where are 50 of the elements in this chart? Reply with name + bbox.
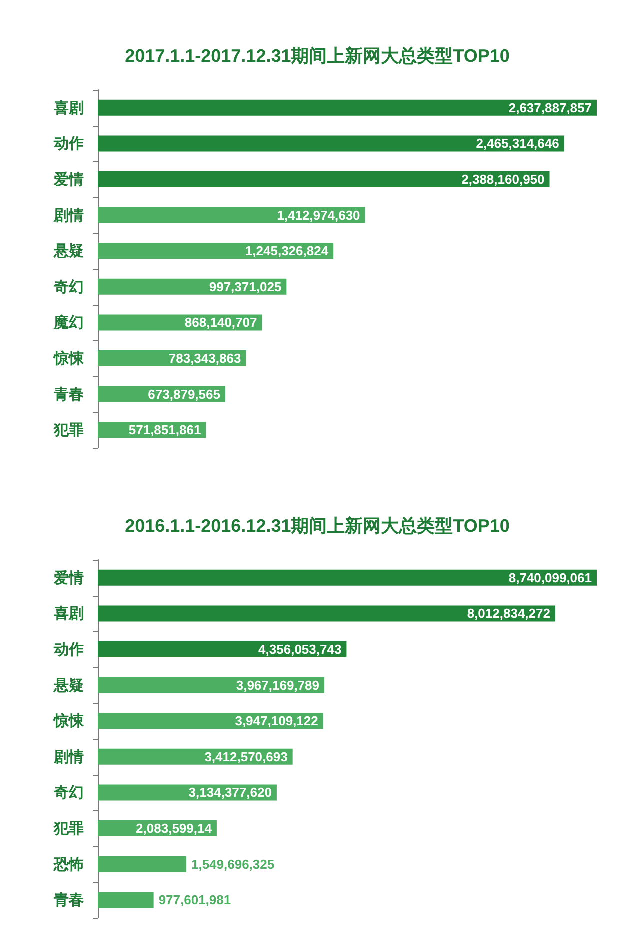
data-label: 3,134,377,620 — [188, 785, 272, 800]
bar — [98, 136, 564, 152]
bar — [98, 207, 366, 224]
y-tick-label: 犯罪 — [53, 421, 84, 440]
y-tick-label: 惊悚 — [53, 350, 85, 368]
data-label: 8,012,834,272 — [467, 606, 550, 622]
bar — [98, 100, 597, 116]
bar — [98, 172, 550, 188]
data-label: 1,245,326,824 — [245, 244, 330, 259]
y-tick-label: 爱情 — [53, 170, 84, 188]
data-label: 2,388,160,950 — [462, 172, 545, 187]
y-tick-label: 剧情 — [53, 748, 84, 766]
y-tick-label: 犯罪 — [53, 820, 84, 838]
y-tick-label: 惊悚 — [53, 712, 85, 730]
chart-title: 2016.1.1-2016.12.31期间上新网大总类型TOP10 — [125, 516, 510, 536]
data-label: 3,947,109,122 — [235, 714, 318, 729]
data-label: 977,601,981 — [158, 892, 232, 908]
data-label: 783,343,863 — [168, 351, 242, 366]
bar — [98, 570, 597, 586]
data-label: 3,967,169,789 — [236, 678, 320, 693]
y-tick-label: 青春 — [53, 385, 84, 404]
data-label: 8,740,099,061 — [508, 570, 592, 586]
data-label: 2,083,599,14 — [136, 821, 213, 836]
y-tick-label: 动作 — [53, 640, 84, 658]
data-label: 1,549,696,325 — [191, 856, 275, 872]
chart-title: 2017.1.1-2017.12.31期间上新网大总类型TOP10 — [125, 46, 510, 66]
y-tick-label: 青春 — [53, 891, 84, 910]
y-tick-label: 喜剧 — [53, 98, 84, 117]
data-label: 997,371,025 — [209, 279, 282, 294]
data-label: 868,140,707 — [184, 315, 258, 330]
y-tick-label: 悬疑 — [53, 676, 84, 694]
y-tick-label: 喜剧 — [53, 604, 84, 623]
data-label: 571,851,861 — [128, 422, 202, 438]
y-tick-label: 悬疑 — [53, 242, 84, 260]
bar — [98, 606, 556, 622]
data-label: 673,879,565 — [148, 386, 220, 402]
y-tick-label: 剧情 — [53, 206, 84, 224]
bar — [98, 892, 154, 908]
y-tick-label: 奇幻 — [53, 278, 84, 296]
bar — [98, 856, 186, 872]
y-tick-label: 爱情 — [53, 568, 84, 587]
data-label: 1,412,974,630 — [277, 208, 360, 223]
data-label: 2,465,314,646 — [476, 136, 560, 152]
y-tick-label: 恐怖 — [53, 855, 84, 874]
data-label: 4,356,053,743 — [258, 642, 342, 657]
y-tick-label: 动作 — [53, 134, 84, 153]
data-label: 3,412,570,693 — [204, 749, 288, 764]
y-tick-label: 奇幻 — [53, 784, 84, 802]
data-label: 2,637,887,857 — [508, 100, 592, 116]
y-tick-label: 魔幻 — [53, 314, 84, 332]
